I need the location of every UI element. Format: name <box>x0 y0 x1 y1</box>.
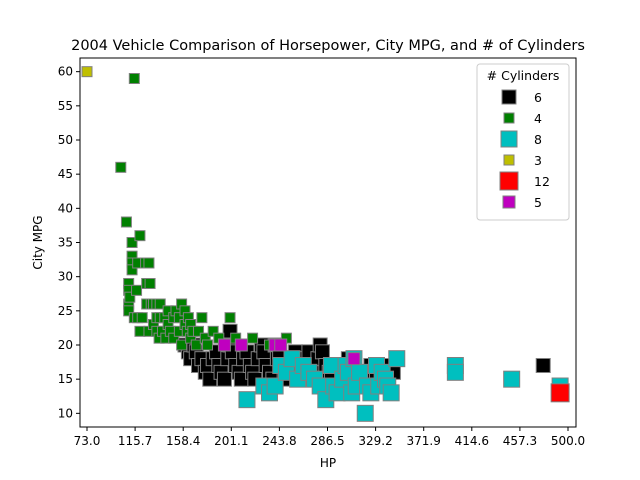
legend-marker-5 <box>502 195 516 209</box>
y-tick-label-7: 45 <box>58 167 73 181</box>
x-tick-label-3: 201.1 <box>214 434 248 448</box>
point-cyl-4-62 <box>224 312 236 324</box>
point-cyl-5-3 <box>274 338 288 352</box>
point-cyl-12-0 <box>550 383 570 403</box>
point-cyl-4-24 <box>144 278 156 289</box>
x-tick-label-9: 457.3 <box>503 434 537 448</box>
point-cyl-4-7 <box>126 237 138 248</box>
point-cyl-4-55 <box>193 325 205 337</box>
y-axis: 10 15 20 25 30 35 40 45 50 55 60 <box>58 65 80 420</box>
point-cyl-4-46 <box>176 339 188 351</box>
point-cyl-5-1 <box>234 338 248 352</box>
x-axis: 73.0 115.7 158.4 201.1 243.8 286.5 329.2 371.9 4… <box>74 427 585 448</box>
y-tick-label-8: 50 <box>58 133 73 147</box>
point-cyl-4-41 <box>168 332 180 344</box>
point-cyl-5-0 <box>217 338 231 352</box>
y-tick-label-2: 20 <box>58 338 73 352</box>
legend-title: # Cylinders <box>487 68 560 83</box>
point-cyl-3-0 <box>81 66 93 78</box>
x-tick-label-0: 73.0 <box>74 434 101 448</box>
point-cyl-8-3 <box>266 377 284 395</box>
marks-layer <box>81 66 570 422</box>
point-cyl-6-14 <box>216 371 232 387</box>
point-cyl-4-32 <box>154 298 166 310</box>
point-cyl-8-0 <box>238 391 256 409</box>
y-tick-label-1: 15 <box>58 372 73 386</box>
point-cyl-8-35 <box>503 370 521 388</box>
legend-label-8: 8 <box>534 132 542 147</box>
point-cyl-4-59 <box>207 325 219 337</box>
point-cyl-4-11 <box>128 73 140 84</box>
x-tick-label-10: 500.0 <box>551 434 585 448</box>
y-tick-label-9: 55 <box>58 99 73 113</box>
legend-label-12: 12 <box>534 174 550 189</box>
y-tick-label-10: 60 <box>58 65 73 79</box>
point-cyl-6-50 <box>314 344 330 360</box>
y-tick-label-3: 25 <box>58 304 73 318</box>
legend-marker-6 <box>501 89 517 105</box>
point-cyl-8-34 <box>446 363 464 381</box>
x-tick-label-8: 414.6 <box>455 434 489 448</box>
legend-marker-12 <box>499 171 519 191</box>
legend-marker-8 <box>500 130 518 148</box>
point-cyl-4-16 <box>134 230 146 242</box>
legend-label-4: 4 <box>534 111 542 126</box>
point-cyl-4-22 <box>143 257 155 269</box>
point-cyl-8-31 <box>382 384 400 402</box>
legend: # Cylinders 6 4 8 3 12 5 <box>476 63 570 221</box>
legend-label-5: 5 <box>534 195 542 210</box>
x-tick-label-1: 115.7 <box>118 434 152 448</box>
y-axis-label: City MPG <box>31 215 45 269</box>
x-tick-label-7: 371.9 <box>407 434 441 448</box>
point-cyl-5-4 <box>347 352 361 366</box>
point-cyl-4-56 <box>196 312 208 324</box>
y-tick-label-5: 35 <box>58 236 73 250</box>
point-cyl-4-65 <box>247 332 259 344</box>
x-tick-label-5: 286.5 <box>310 434 344 448</box>
point-cyl-4-5 <box>123 305 135 317</box>
x-axis-label: HP <box>320 456 336 470</box>
point-cyl-6-65 <box>535 358 551 373</box>
point-cyl-4-10 <box>126 264 138 276</box>
legend-label-6: 6 <box>534 90 542 105</box>
chart-title: 2004 Vehicle Comparison of Horsepower, C… <box>71 38 585 54</box>
legend-marker-3 <box>503 154 515 166</box>
y-tick-label-4: 30 <box>58 270 73 284</box>
point-cyl-4-1 <box>120 216 132 228</box>
legend-label-3: 3 <box>534 153 542 168</box>
point-cyl-8-32 <box>388 350 406 368</box>
y-tick-label-6: 40 <box>58 201 73 215</box>
y-tick-label-0: 10 <box>58 406 73 420</box>
point-cyl-4-54 <box>190 339 202 351</box>
point-cyl-8-23 <box>356 404 374 422</box>
x-tick-label-2: 158.4 <box>166 434 200 448</box>
point-cyl-4-17 <box>134 325 146 337</box>
point-cyl-4-58 <box>202 339 214 351</box>
point-cyl-4-0 <box>115 161 127 173</box>
legend-box <box>476 63 570 221</box>
x-tick-label-6: 329.2 <box>358 434 392 448</box>
x-tick-label-4: 243.8 <box>262 434 296 448</box>
point-cyl-4-13 <box>131 284 143 296</box>
point-cyl-4-18 <box>136 312 148 324</box>
legend-marker-4 <box>503 112 515 124</box>
point-cyl-4-6 <box>124 291 136 303</box>
